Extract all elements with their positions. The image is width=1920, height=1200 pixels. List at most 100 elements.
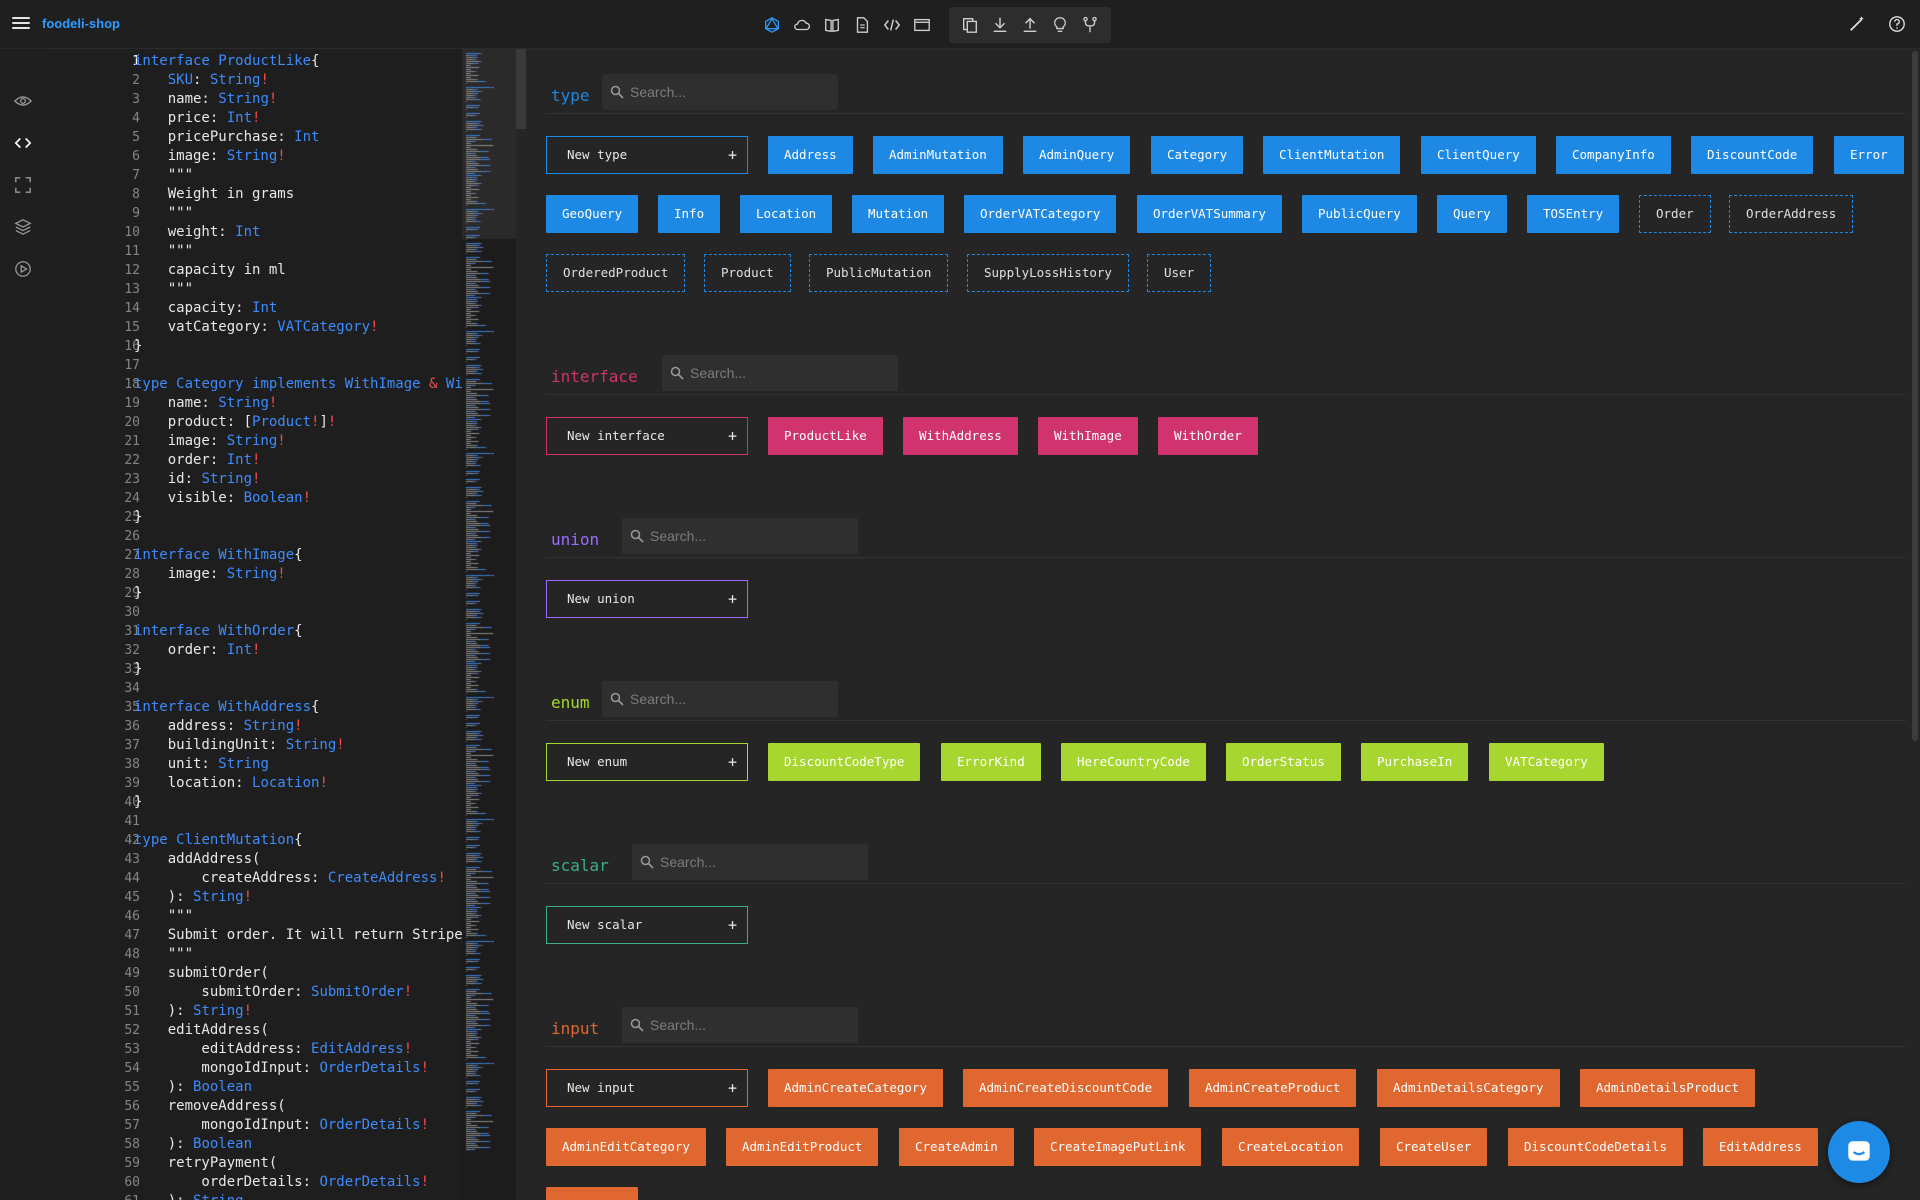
copy-icon[interactable] <box>955 10 985 40</box>
code-line[interactable]: 52 editAddress( <box>46 1021 462 1040</box>
new-scalar-button[interactable]: New scalar + <box>546 906 748 944</box>
lightbulb-icon[interactable] <box>1045 10 1075 40</box>
interface-chip[interactable]: WithAddress <box>903 417 1018 455</box>
schema-scrollbar[interactable] <box>1912 51 1918 741</box>
code-line[interactable]: 21 image: String! <box>46 432 462 451</box>
code-line[interactable]: 51 ): String! <box>46 1002 462 1021</box>
code-line[interactable]: 13 """ <box>46 280 462 299</box>
menu-icon[interactable] <box>12 14 30 32</box>
input-chip[interactable]: AdminEditCategory <box>546 1128 706 1166</box>
document-icon[interactable] <box>847 10 877 40</box>
code-line[interactable]: 30 <box>46 603 462 622</box>
code-line[interactable]: 54 mongoIdInput: OrderDetails! <box>46 1059 462 1078</box>
code-line[interactable]: 50 submitOrder: SubmitOrder! <box>46 983 462 1002</box>
type-chip[interactable]: Info <box>658 195 721 233</box>
type-chip[interactable]: Address <box>768 136 853 174</box>
type-chip[interactable]: PublicMutation <box>809 254 949 292</box>
search-input[interactable] <box>650 518 850 554</box>
code-line[interactable]: 10 weight: Int <box>46 223 462 242</box>
input-chip[interactable]: AdminDetailsProduct <box>1580 1069 1755 1107</box>
code-line[interactable]: 31 interface WithOrder{ <box>46 622 462 641</box>
code-line[interactable]: 60 orderDetails: OrderDetails! <box>46 1173 462 1192</box>
input-chip[interactable]: AdminDetailsCategory <box>1377 1069 1560 1107</box>
code-line[interactable]: 35 interface WithAddress{ <box>46 698 462 717</box>
new-interface-button[interactable]: New interface + <box>546 417 748 455</box>
input-chip[interactable]: AdminCreateDiscountCode <box>963 1069 1169 1107</box>
new-union-button[interactable]: New union + <box>546 580 748 618</box>
cloud-icon[interactable] <box>787 10 817 40</box>
code-line[interactable]: 37 buildingUnit: String! <box>46 736 462 755</box>
enum-chip[interactable]: PurchaseIn <box>1361 743 1469 781</box>
code-line[interactable]: 43 addAddress( <box>46 850 462 869</box>
code-line[interactable]: 3 name: String! <box>46 90 462 109</box>
type-chip[interactable]: Category <box>1151 136 1244 174</box>
editor-minimap[interactable] <box>462 49 526 1200</box>
enum-chip[interactable]: ErrorKind <box>941 743 1041 781</box>
search-input[interactable] <box>630 681 830 717</box>
type-chip[interactable]: OrderAddress <box>1729 195 1854 233</box>
type-chip[interactable]: SupplyLossHistory <box>967 254 1129 292</box>
code-line[interactable]: 18 type Category implements WithImage & W… <box>46 375 462 394</box>
code-line[interactable]: 28 image: String! <box>46 565 462 584</box>
code-line[interactable]: 19 name: String! <box>46 394 462 413</box>
type-chip[interactable]: User <box>1147 254 1212 292</box>
type-chip[interactable]: Query <box>1437 195 1507 233</box>
code-line[interactable]: 14 capacity: Int <box>46 299 462 318</box>
code-line[interactable]: 17 <box>46 356 462 375</box>
type-chip[interactable]: GeoQuery <box>546 195 639 233</box>
play-icon[interactable] <box>0 248 46 290</box>
input-chip[interactable]: AdminCreateProduct <box>1189 1069 1357 1107</box>
enum-chip[interactable]: DiscountCodeType <box>768 743 921 781</box>
new-enum-button[interactable]: New enum + <box>546 743 748 781</box>
code-line[interactable]: 53 editAddress: EditAddress! <box>46 1040 462 1059</box>
code-line[interactable]: 16} <box>46 337 462 356</box>
code-line[interactable]: 61 ): String <box>46 1192 462 1200</box>
wand-icon[interactable] <box>1846 13 1868 35</box>
graphql-icon[interactable] <box>757 10 787 40</box>
type-chip[interactable]: OrderVATSummary <box>1137 195 1282 233</box>
input-chip[interactable]: CreateAdmin <box>899 1128 1014 1166</box>
window-icon[interactable] <box>907 10 937 40</box>
code-line[interactable]: 6 image: String! <box>46 147 462 166</box>
code-line[interactable]: 40} <box>46 793 462 812</box>
code-line[interactable]: 11 """ <box>46 242 462 261</box>
input-chip[interactable]: CreateImagePutLink <box>1034 1128 1202 1166</box>
code-line[interactable]: 48 """ <box>46 945 462 964</box>
enum-chip[interactable]: VATCategory <box>1489 743 1604 781</box>
input-chip[interactable]: AdminEditProduct <box>726 1128 879 1166</box>
chat-button[interactable] <box>1828 1121 1890 1183</box>
code-line[interactable]: 15 vatCategory: VATCategory! <box>46 318 462 337</box>
editor-scrollbar[interactable] <box>516 49 526 1200</box>
code-line[interactable]: 5 pricePurchase: Int <box>46 128 462 147</box>
type-chip[interactable]: PublicQuery <box>1302 195 1417 233</box>
focus-icon[interactable] <box>0 164 46 206</box>
type-chip[interactable]: OrderedProduct <box>546 254 686 292</box>
type-chip[interactable]: ClientMutation <box>1263 136 1401 174</box>
code-line[interactable]: 59 retryPayment( <box>46 1154 462 1173</box>
code-line[interactable]: 42 type ClientMutation{ <box>46 831 462 850</box>
type-chip[interactable]: Error <box>1834 136 1904 174</box>
code-line[interactable]: 45 ): String! <box>46 888 462 907</box>
code-line[interactable]: 33} <box>46 660 462 679</box>
code-line[interactable]: 8 Weight in grams <box>46 185 462 204</box>
book-icon[interactable] <box>817 10 847 40</box>
code-line[interactable]: 27 interface WithImage{ <box>46 546 462 565</box>
code-line[interactable]: 39 location: Location! <box>46 774 462 793</box>
code-line[interactable]: 23 id: String! <box>46 470 462 489</box>
code-line[interactable]: 1 interface ProductLike{ <box>46 52 462 71</box>
enum-chip[interactable]: HereCountryCode <box>1061 743 1206 781</box>
type-chip[interactable]: Mutation <box>852 195 945 233</box>
code-line[interactable]: 56 removeAddress( <box>46 1097 462 1116</box>
code-line[interactable]: 55 ): Boolean <box>46 1078 462 1097</box>
code-line[interactable]: 32 order: Int! <box>46 641 462 660</box>
code-icon[interactable] <box>877 10 907 40</box>
search-input[interactable] <box>650 1007 850 1043</box>
code-line[interactable]: 26 <box>46 527 462 546</box>
search-input[interactable] <box>690 355 890 391</box>
input-chip[interactable]: CreateUser <box>1380 1128 1488 1166</box>
type-chip[interactable]: AdminQuery <box>1023 136 1131 174</box>
search-input[interactable] <box>630 74 830 110</box>
type-chip[interactable]: Location <box>740 195 833 233</box>
enum-chip[interactable]: OrderStatus <box>1226 743 1341 781</box>
code-line[interactable]: 34 <box>46 679 462 698</box>
